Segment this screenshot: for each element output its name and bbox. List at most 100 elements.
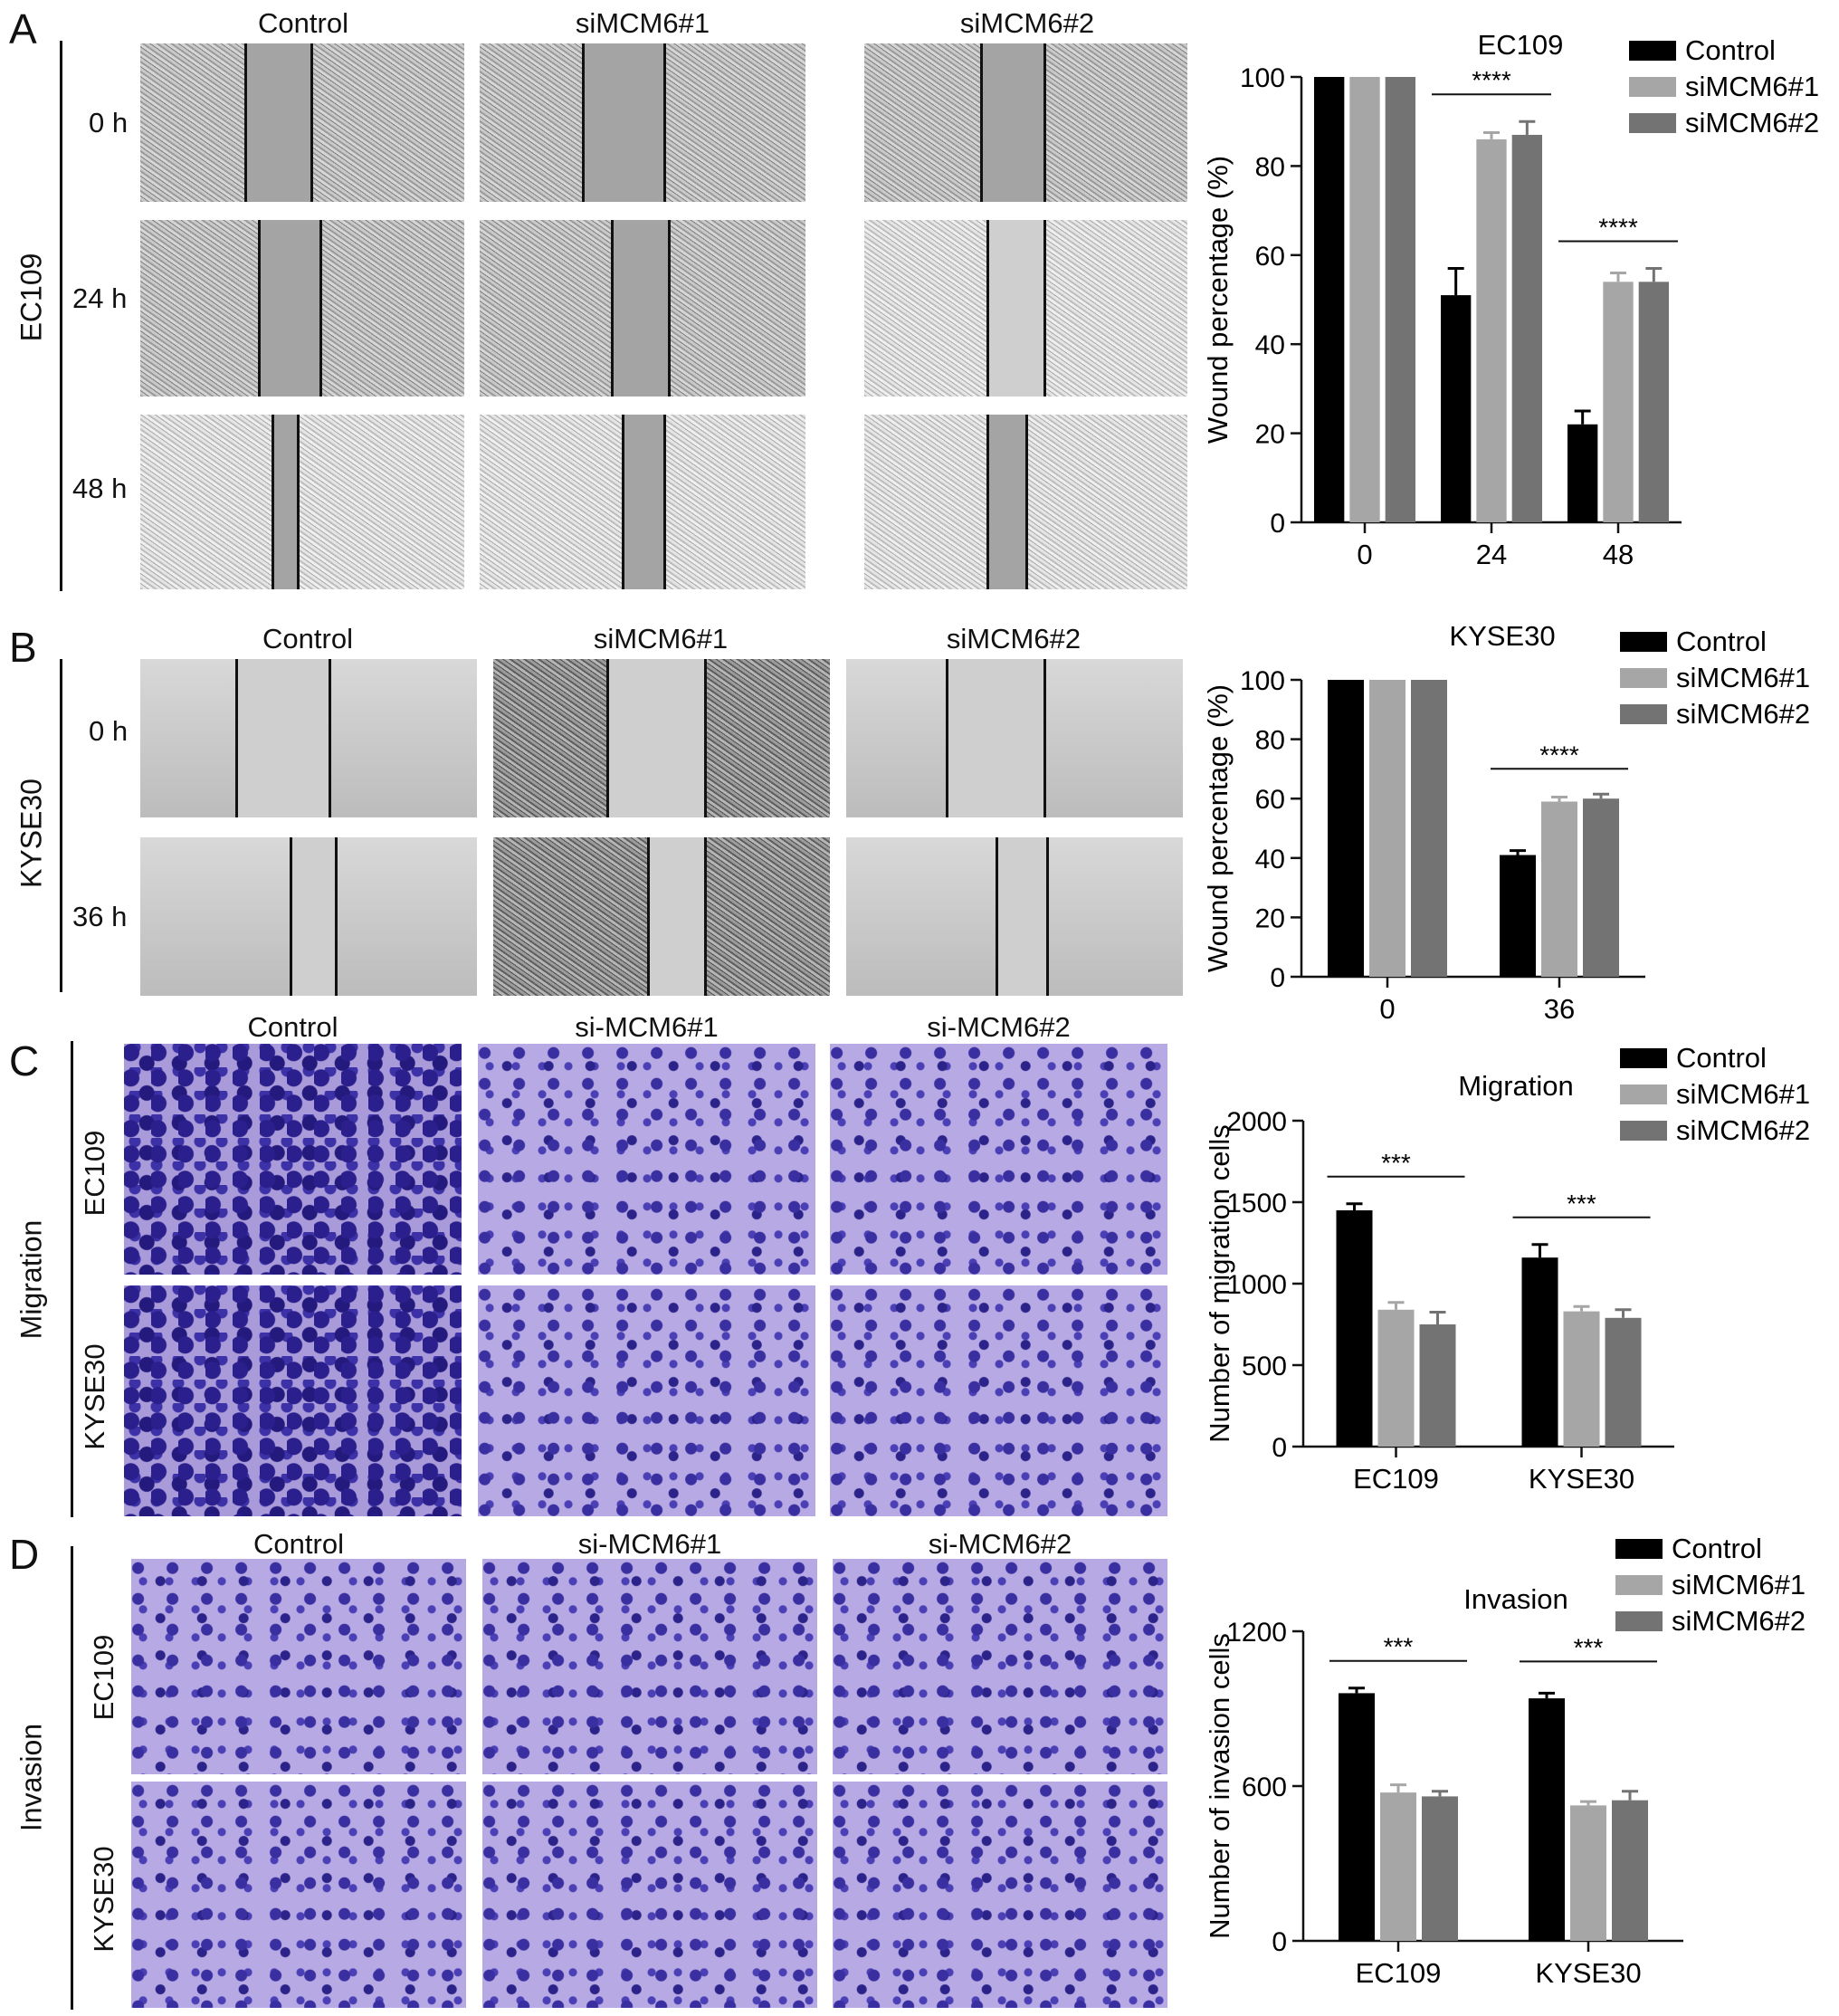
chart-title: EC109 bbox=[1478, 29, 1564, 61]
panel-c-label: C bbox=[9, 1037, 40, 1084]
panel-b-row-title: KYSE30 bbox=[14, 779, 48, 888]
invasion-image-kyse30-control bbox=[131, 1782, 466, 2008]
bar bbox=[1422, 1796, 1458, 1941]
y-tick-label: 0 bbox=[1272, 1927, 1287, 1957]
legend-swatch bbox=[1620, 1084, 1667, 1104]
wound-image-ec109-control-0h bbox=[140, 43, 464, 202]
bar bbox=[1567, 424, 1598, 522]
y-tick-label: 60 bbox=[1255, 242, 1285, 272]
bar bbox=[1511, 134, 1542, 522]
bar bbox=[1385, 77, 1415, 522]
panel-d-col-title: si-MCM6#1 bbox=[577, 1528, 722, 1560]
y-tick-label: 80 bbox=[1255, 152, 1285, 182]
y-tick-label: 1000 bbox=[1226, 1270, 1287, 1300]
significance-label: *** bbox=[1384, 1633, 1414, 1661]
y-tick-label: 0 bbox=[1272, 1433, 1287, 1463]
panel-a-col-title: Control bbox=[258, 7, 348, 39]
wound-image-kyse30-control-36h bbox=[140, 837, 477, 996]
legend-swatch bbox=[1620, 668, 1667, 688]
bar bbox=[1377, 1309, 1415, 1447]
invasion-image-kyse30-si1 bbox=[482, 1782, 817, 2008]
legend-label: siMCM6#2 bbox=[1685, 107, 1819, 139]
x-tick-label: EC109 bbox=[1356, 1957, 1442, 1989]
y-axis-label: Number of invasion cells bbox=[1204, 1633, 1235, 1939]
x-tick-label: EC109 bbox=[1353, 1463, 1439, 1495]
bar bbox=[1605, 1317, 1642, 1447]
panel-c-row-label: EC109 bbox=[79, 1130, 110, 1217]
y-tick-label: 1200 bbox=[1226, 1618, 1287, 1648]
panel-a-col-title: siMCM6#2 bbox=[959, 7, 1095, 39]
legend-label: Control bbox=[1672, 1533, 1762, 1564]
significance-label: *** bbox=[1567, 1190, 1596, 1218]
y-tick-label: 40 bbox=[1255, 845, 1285, 874]
wound-image-ec109-si1-0h bbox=[480, 43, 805, 202]
panel-c-row-label: KYSE30 bbox=[79, 1343, 110, 1450]
panel-c-col-title: si-MCM6#1 bbox=[575, 1011, 719, 1043]
invasion-image-kyse30-si2 bbox=[833, 1782, 1167, 2008]
panel-d-col-title: si-MCM6#2 bbox=[928, 1528, 1072, 1560]
x-tick-label: 24 bbox=[1476, 539, 1507, 570]
panel-d-label: D bbox=[9, 1531, 40, 1578]
migration-image-ec109-si1 bbox=[478, 1044, 815, 1275]
legend-label: siMCM6#1 bbox=[1672, 1569, 1806, 1600]
panel-a-row-label: 48 h bbox=[72, 473, 128, 504]
panel-c-col-title: si-MCM6#2 bbox=[927, 1011, 1071, 1043]
legend-swatch bbox=[1629, 41, 1676, 61]
legend-swatch bbox=[1620, 632, 1667, 652]
bar bbox=[1570, 1805, 1606, 1941]
bar bbox=[1328, 680, 1364, 977]
chart-title: Migration bbox=[1458, 1070, 1574, 1102]
significance-label: *** bbox=[1381, 1149, 1411, 1177]
panel-b-label: B bbox=[9, 624, 37, 671]
legend-label: siMCM6#1 bbox=[1685, 71, 1819, 102]
panel-b-col-title: siMCM6#1 bbox=[593, 623, 729, 654]
y-axis-label: Wound percentage (%) bbox=[1202, 156, 1234, 444]
bar bbox=[1380, 1792, 1416, 1941]
legend-swatch bbox=[1620, 704, 1667, 724]
wound-image-ec109-control-48h bbox=[140, 415, 464, 589]
bar bbox=[1638, 282, 1669, 522]
legend-label: siMCM6#2 bbox=[1676, 698, 1810, 730]
wound-image-kyse30-si2-36h bbox=[846, 837, 1183, 996]
y-tick-label: 40 bbox=[1255, 330, 1285, 360]
invasion-image-ec109-control bbox=[131, 1559, 466, 1774]
bar bbox=[1336, 1210, 1373, 1447]
invasion-image-ec109-si2 bbox=[833, 1559, 1167, 1774]
wound-image-kyse30-control-0h bbox=[140, 659, 477, 817]
x-tick-label: 48 bbox=[1603, 539, 1634, 570]
y-tick-label: 60 bbox=[1255, 785, 1285, 815]
significance-label: **** bbox=[1539, 740, 1579, 769]
migration-image-kyse30-si2 bbox=[830, 1285, 1167, 1516]
bar bbox=[1612, 1800, 1648, 1941]
chart-title: Invasion bbox=[1463, 1583, 1567, 1615]
x-tick-label: KYSE30 bbox=[1529, 1463, 1634, 1495]
wound-image-kyse30-si1-36h bbox=[493, 837, 830, 996]
y-tick-label: 2000 bbox=[1226, 1107, 1287, 1137]
bar bbox=[1419, 1324, 1456, 1447]
invasion-image-ec109-si1 bbox=[482, 1559, 817, 1774]
wound-image-ec109-si2-24h bbox=[864, 220, 1187, 397]
panel-b-col-title: Control bbox=[262, 623, 353, 654]
panel-c-row-title: Migration bbox=[14, 1219, 48, 1340]
y-tick-label: 100 bbox=[1240, 666, 1285, 696]
legend-label: siMCM6#1 bbox=[1676, 662, 1810, 693]
panel-c-col-title: Control bbox=[247, 1011, 338, 1043]
panel-d-row-label: KYSE30 bbox=[88, 1846, 119, 1953]
legend-label: siMCM6#1 bbox=[1676, 1078, 1810, 1110]
wound-image-kyse30-si2-0h bbox=[846, 659, 1183, 817]
bar bbox=[1529, 1698, 1565, 1941]
migration-image-kyse30-si1 bbox=[478, 1285, 815, 1516]
legend-label: Control bbox=[1676, 626, 1767, 657]
bar bbox=[1476, 139, 1507, 522]
significance-label: **** bbox=[1472, 66, 1511, 94]
bar bbox=[1541, 801, 1577, 977]
bar bbox=[1349, 77, 1380, 522]
bar bbox=[1339, 1693, 1375, 1941]
y-axis-label: Number of migration cells bbox=[1204, 1124, 1235, 1442]
y-axis-label: Wound percentage (%) bbox=[1202, 684, 1234, 972]
y-tick-label: 20 bbox=[1255, 903, 1285, 933]
wound-image-ec109-si1-48h bbox=[480, 415, 805, 589]
x-tick-label: 0 bbox=[1379, 993, 1395, 1025]
